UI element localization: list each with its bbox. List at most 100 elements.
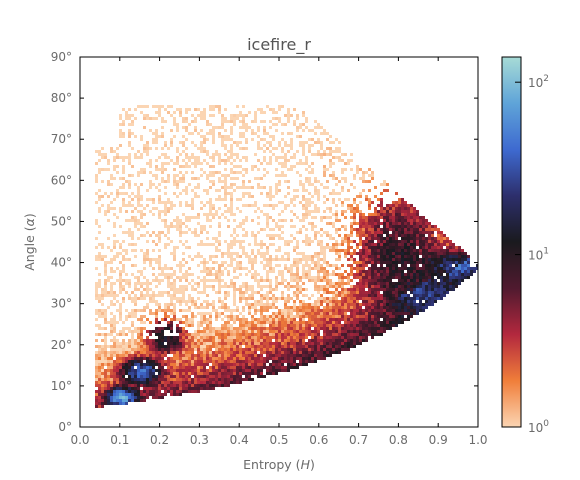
density-bin: [242, 228, 245, 231]
density-bin: [398, 297, 401, 300]
density-bin: [209, 210, 212, 213]
density-bin: [206, 339, 209, 342]
density-bin: [188, 318, 191, 321]
density-bin: [347, 339, 350, 342]
density-bin: [329, 153, 332, 156]
density-bin: [251, 132, 254, 135]
density-bin: [206, 279, 209, 282]
density-bin: [221, 144, 224, 147]
density-bin: [98, 171, 101, 174]
density-bin: [380, 213, 383, 216]
density-bin: [347, 282, 350, 285]
density-bin: [257, 339, 260, 342]
density-bin: [212, 333, 215, 336]
density-bin: [155, 105, 158, 108]
density-bin: [374, 279, 377, 282]
density-bin: [305, 294, 308, 297]
density-bin: [389, 222, 392, 225]
density-bin: [344, 153, 347, 156]
density-bin: [335, 345, 338, 348]
density-bin: [113, 255, 116, 258]
density-bin: [227, 156, 230, 159]
density-bin: [245, 336, 248, 339]
density-bin: [323, 171, 326, 174]
density-bin: [356, 246, 359, 249]
density-bin: [389, 315, 392, 318]
density-bin: [191, 333, 194, 336]
density-bin: [248, 369, 251, 372]
density-bin: [293, 318, 296, 321]
density-bin: [263, 285, 266, 288]
density-bin: [155, 315, 158, 318]
density-bin: [221, 318, 224, 321]
density-bin: [344, 327, 347, 330]
density-bin: [329, 174, 332, 177]
density-bin: [209, 258, 212, 261]
density-bin: [173, 279, 176, 282]
density-bin: [338, 276, 341, 279]
density-bin: [290, 327, 293, 330]
density-bin: [116, 357, 119, 360]
density-bin: [239, 225, 242, 228]
density-bin: [278, 144, 281, 147]
density-bin: [356, 168, 359, 171]
density-bin: [230, 183, 233, 186]
density-bin: [368, 189, 371, 192]
density-bin: [314, 252, 317, 255]
density-bin: [344, 276, 347, 279]
density-bin: [137, 384, 140, 387]
density-bin: [278, 336, 281, 339]
density-bin: [320, 249, 323, 252]
density-bin: [254, 117, 257, 120]
density-bin: [335, 324, 338, 327]
density-bin: [401, 249, 404, 252]
density-bin: [170, 273, 173, 276]
density-bin: [338, 141, 341, 144]
density-bin: [194, 144, 197, 147]
density-bin: [407, 207, 410, 210]
density-bin: [359, 279, 362, 282]
density-bin: [260, 147, 263, 150]
density-bin: [305, 201, 308, 204]
density-bin: [311, 183, 314, 186]
density-bin: [329, 318, 332, 321]
density-bin: [290, 270, 293, 273]
density-bin: [224, 168, 227, 171]
density-bin: [395, 273, 398, 276]
density-bin: [101, 246, 104, 249]
density-bin: [296, 327, 299, 330]
density-bin: [389, 252, 392, 255]
density-bin: [350, 270, 353, 273]
density-bin: [359, 225, 362, 228]
density-bin: [371, 177, 374, 180]
density-bin: [215, 315, 218, 318]
density-bin: [308, 129, 311, 132]
density-bin: [338, 150, 341, 153]
density-bin: [122, 399, 125, 402]
density-bin: [215, 312, 218, 315]
density-bin: [404, 243, 407, 246]
density-bin: [344, 333, 347, 336]
density-bin: [116, 381, 119, 384]
density-bin: [188, 228, 191, 231]
density-bin: [182, 117, 185, 120]
density-bin: [320, 252, 323, 255]
density-bin: [200, 144, 203, 147]
density-bin: [278, 156, 281, 159]
density-bin: [179, 339, 182, 342]
density-bin: [203, 189, 206, 192]
density-bin: [326, 318, 329, 321]
density-bin: [296, 348, 299, 351]
density-bin: [404, 252, 407, 255]
density-bin: [323, 306, 326, 309]
density-bin: [260, 228, 263, 231]
density-bin: [368, 237, 371, 240]
density-bin: [302, 342, 305, 345]
density-bin: [161, 372, 164, 375]
density-bin: [341, 240, 344, 243]
density-bin: [200, 357, 203, 360]
density-bin: [173, 303, 176, 306]
density-bin: [221, 312, 224, 315]
density-bin: [158, 264, 161, 267]
density-bin: [131, 333, 134, 336]
